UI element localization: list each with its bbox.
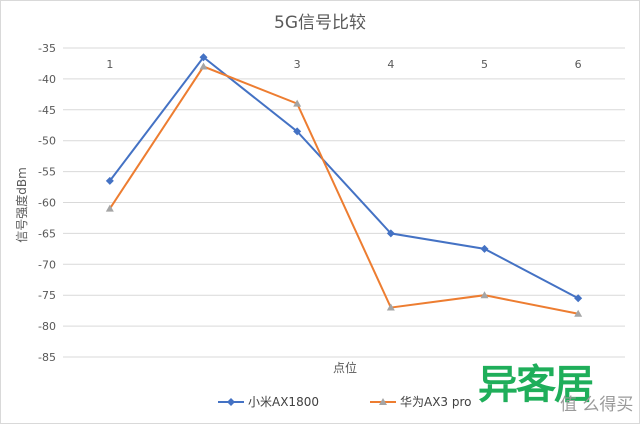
y-tick-label: -35 — [38, 42, 56, 55]
x-tick-label: 6 — [575, 58, 582, 71]
y-tick-label: -80 — [38, 320, 56, 333]
chart-title: 5G信号比较 — [274, 13, 366, 33]
series-line-2 — [108, 65, 579, 315]
series-lines — [105, 53, 583, 317]
y-tick-label: -40 — [38, 73, 56, 86]
data-point — [480, 291, 489, 299]
gridlines — [63, 47, 625, 358]
y-tick-label: -45 — [38, 104, 56, 117]
data-point — [574, 309, 583, 317]
x-tick-label: 5 — [481, 58, 488, 71]
data-point — [199, 62, 208, 70]
watermark-sub: 值 么得买 — [560, 395, 634, 415]
legend-label: 小米AX1800 — [248, 395, 319, 409]
y-tick-label: -85 — [38, 351, 56, 364]
y-tick-label: -75 — [38, 289, 56, 302]
y-tick-label: -60 — [38, 197, 56, 210]
data-point — [105, 204, 114, 212]
data-point — [105, 176, 114, 185]
x-tick-label: 3 — [294, 58, 301, 71]
legend: 小米AX1800 华为AX3 pro — [218, 395, 472, 409]
y-axis-ticks: -35 -40 -45 -50 -55 -60 -65 -70 -75 -80 -85 — [38, 42, 56, 364]
data-point — [199, 53, 208, 62]
y-tick-label: -70 — [38, 258, 56, 271]
y-tick-label: -65 — [38, 227, 56, 240]
data-point — [480, 244, 489, 253]
series-line-1 — [109, 55, 579, 300]
data-point — [386, 303, 395, 311]
x-tick-label: 4 — [387, 58, 394, 71]
data-point — [574, 294, 583, 303]
y-tick-label: -55 — [38, 166, 56, 179]
legend-marker — [379, 398, 387, 405]
x-tick-label: 1 — [106, 58, 113, 71]
data-point — [293, 127, 302, 136]
x-axis-label: 点位 — [333, 360, 357, 375]
data-point — [386, 229, 395, 238]
legend-label: 华为AX3 pro — [400, 395, 472, 409]
legend-marker — [227, 398, 235, 406]
data-point — [293, 99, 302, 107]
y-tick-label: -50 — [38, 135, 56, 148]
x-axis-ticks: 1 3 4 5 6 — [106, 58, 581, 71]
watermark-logo: 异客居 — [478, 362, 594, 408]
y-axis-label: 信号强度dBm — [14, 167, 29, 243]
